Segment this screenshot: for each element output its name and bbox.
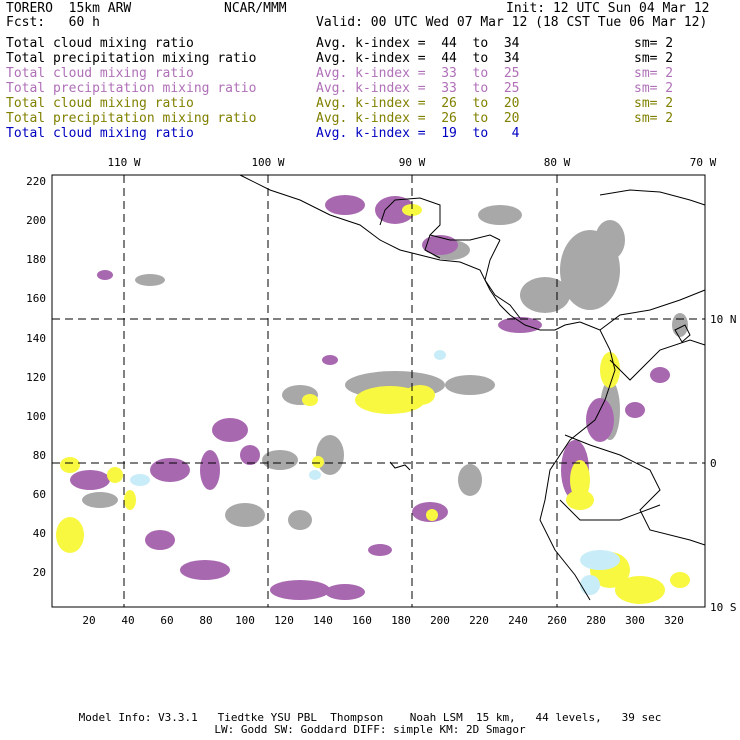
lightblue-cloud-areas: [130, 350, 620, 595]
lon-label: 110 W: [107, 156, 140, 169]
y-tick-label: 120: [26, 371, 46, 384]
x-tick-label: 280: [586, 614, 606, 627]
legend-row: Total precipitation mixing ratio Avg. k-…: [0, 112, 740, 127]
legend-kindex: Avg. k-index = 44 to 34: [316, 51, 520, 66]
legend-kindex: Avg. k-index = 26 to 20: [316, 96, 520, 111]
legend-row: Total cloud mixing ratio Avg. k-index = …: [0, 97, 740, 112]
lat-label: 0: [710, 457, 717, 470]
x-tick-label: 120: [274, 614, 294, 627]
legend-sm: sm= 2: [634, 51, 674, 66]
x-tick-label: 40: [121, 614, 134, 627]
legend-field: Total cloud mixing ratio: [6, 36, 194, 51]
lon-label: 90 W: [399, 156, 426, 169]
valid-time: Valid: 00 UTC Wed 07 Mar 12 (18 CST Tue …: [316, 15, 708, 30]
legend-field: Total precipitation mixing ratio: [6, 51, 257, 66]
x-tick-label: 260: [547, 614, 567, 627]
x-tick-label: 240: [508, 614, 528, 627]
legend-sm: sm= 2: [634, 66, 674, 81]
x-tick-label: 300: [625, 614, 645, 627]
legend-sm: sm= 2: [634, 111, 674, 126]
legend-sm: sm= 2: [634, 36, 674, 51]
legend-kindex: Avg. k-index = 26 to 20: [316, 111, 520, 126]
footer-model-info: Model Info: V3.3.1 Tiedtke YSU PBL Thomp…: [78, 711, 662, 724]
model-title: TORERO 15km ARW: [6, 1, 132, 16]
legend-kindex: Avg. k-index = 33 to 25: [316, 66, 520, 81]
org-label: NCAR/MMM: [224, 1, 287, 16]
x-tick-label: 60: [160, 614, 173, 627]
legend-field: Total cloud mixing ratio: [6, 126, 194, 141]
legend-row: Total cloud mixing ratio Avg. k-index = …: [0, 67, 740, 82]
lon-label: 100 W: [251, 156, 284, 169]
map-frame: [51, 174, 706, 608]
x-tick-label: 180: [391, 614, 411, 627]
y-tick-label: 160: [26, 292, 46, 305]
legend-row: Total cloud mixing ratio Avg. k-index = …: [0, 37, 740, 52]
x-tick-label: 220: [469, 614, 489, 627]
y-ticks: 220 200 180 160 140 120 100 80 60 40 20: [26, 175, 46, 579]
legend-sm: sm= 2: [634, 81, 674, 96]
gray-cloud-areas: [82, 205, 688, 530]
legend-field: Total cloud mixing ratio: [6, 96, 194, 111]
footer-physics: LW: Godd SW: Goddard DIFF: simple KM: 2D…: [214, 723, 526, 736]
legend-sm: sm= 2: [634, 96, 674, 111]
lat-label: 10 S: [710, 601, 737, 614]
x-tick-label: 20: [82, 614, 95, 627]
y-tick-label: 200: [26, 214, 46, 227]
legend-field: Total cloud mixing ratio: [6, 66, 194, 81]
lon-labels: 110 W 100 W 90 W 80 W 70 W: [107, 156, 716, 169]
y-tick-label: 80: [33, 449, 46, 462]
legend-field: Total precipitation mixing ratio: [6, 111, 257, 126]
coastlines: [239, 174, 706, 601]
x-tick-label: 200: [430, 614, 450, 627]
x-ticks: 20 40 60 80 100 120 140 160 180 200 220 …: [82, 614, 684, 627]
y-tick-label: 60: [33, 488, 46, 501]
y-tick-label: 180: [26, 253, 46, 266]
x-tick-label: 100: [235, 614, 255, 627]
legend-field: Total precipitation mixing ratio: [6, 81, 257, 96]
map-shading: [56, 195, 690, 604]
forecast-hour: Fcst: 60 h: [6, 15, 100, 30]
legend-kindex: Avg. k-index = 44 to 34: [316, 36, 520, 51]
x-tick-label: 160: [352, 614, 372, 627]
y-tick-label: 220: [26, 175, 46, 188]
x-tick-label: 140: [313, 614, 333, 627]
legend-kindex: Avg. k-index = 33 to 25: [316, 81, 520, 96]
x-tick-label: 320: [664, 614, 684, 627]
x-tick-label: 80: [199, 614, 212, 627]
init-time: Init: 12 UTC Sun 04 Mar 12: [506, 1, 710, 16]
y-tick-label: 20: [33, 566, 46, 579]
legend-row: Total cloud mixing ratio Avg. k-index = …: [0, 127, 740, 142]
legend-row: Total precipitation mixing ratio Avg. k-…: [0, 52, 740, 67]
lat-label: 10 N: [710, 313, 737, 326]
legend-row: Total precipitation mixing ratio Avg. k-…: [0, 82, 740, 97]
purple-cloud-areas: [70, 195, 670, 600]
y-tick-label: 100: [26, 410, 46, 423]
lat-labels: 10 N 0 10 S: [710, 313, 737, 614]
legend-kindex: Avg. k-index = 19 to 4: [316, 126, 520, 141]
y-tick-label: 40: [33, 527, 46, 540]
lon-label: 70 W: [690, 156, 717, 169]
lon-label: 80 W: [544, 156, 571, 169]
graticule: [52, 175, 705, 607]
y-tick-label: 140: [26, 332, 46, 345]
